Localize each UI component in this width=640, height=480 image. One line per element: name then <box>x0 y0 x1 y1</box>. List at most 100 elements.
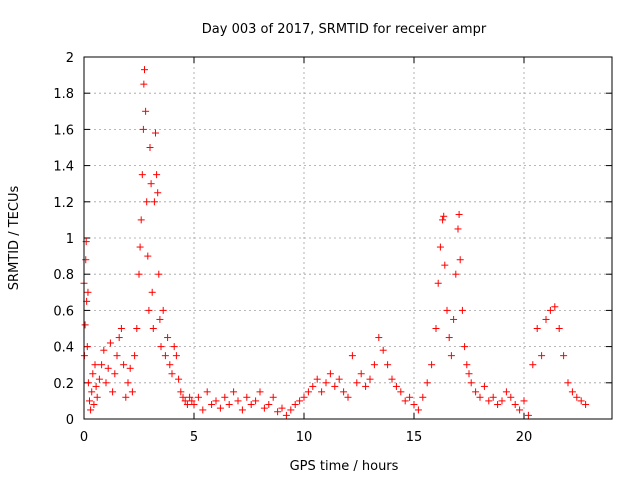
data-point <box>340 388 348 396</box>
data-point <box>458 306 466 314</box>
data-point <box>164 334 172 342</box>
data-point <box>461 343 469 351</box>
data-point <box>265 401 273 409</box>
y-tick-label: 2 <box>66 51 74 66</box>
data-point <box>454 225 462 233</box>
data-point <box>186 393 194 401</box>
data-point <box>573 393 581 401</box>
data-point <box>238 406 246 414</box>
data-point <box>291 401 299 409</box>
chart-title: Day 003 of 2017, SRMTID for receiver amp… <box>202 22 487 37</box>
data-point <box>353 379 361 387</box>
data-point <box>546 306 554 314</box>
data-point <box>472 388 480 396</box>
x-tick-label: 15 <box>406 430 423 445</box>
data-point <box>282 411 290 419</box>
data-point <box>304 388 312 396</box>
data-point <box>199 406 207 414</box>
y-tick-label: 0.8 <box>53 268 74 283</box>
data-point <box>128 388 136 396</box>
data-point <box>135 270 143 278</box>
data-point <box>98 361 106 369</box>
data-point <box>190 401 198 409</box>
data-point <box>511 401 519 409</box>
y-tick-label: 0.2 <box>53 377 74 392</box>
y-axis-label: SRMTID / TECUs <box>7 186 22 291</box>
data-point <box>159 306 167 314</box>
data-point <box>155 270 163 278</box>
data-point <box>82 256 90 264</box>
data-point <box>92 382 100 390</box>
data-point <box>140 80 148 88</box>
data-point <box>256 388 264 396</box>
data-point <box>88 388 96 396</box>
data-point <box>147 180 155 188</box>
data-point <box>366 375 374 383</box>
data-point <box>428 361 436 369</box>
data-point <box>143 198 151 206</box>
data-point <box>555 325 563 332</box>
data-point <box>100 346 108 354</box>
data-point <box>434 279 442 287</box>
data-point <box>318 388 326 396</box>
data-point <box>230 388 238 396</box>
data-point <box>520 397 528 405</box>
data-point <box>370 361 378 369</box>
grid-lines <box>84 57 612 419</box>
data-point <box>225 401 233 409</box>
data-point <box>335 375 343 383</box>
data-point <box>582 401 590 409</box>
data-point <box>485 397 493 405</box>
data-point <box>203 388 211 396</box>
data-point <box>577 397 585 405</box>
data-point <box>83 343 91 351</box>
data-point <box>456 256 464 264</box>
data-point <box>102 379 110 387</box>
axis-ticks: 00.20.40.60.811.21.41.61.820 5 10 15 20 <box>53 51 612 445</box>
data-point <box>113 352 121 360</box>
data-point <box>300 393 308 401</box>
data-point <box>183 401 191 409</box>
data-point <box>133 325 141 332</box>
data-point <box>212 397 220 405</box>
x-tick-label: 0 <box>80 430 88 445</box>
data-point <box>450 315 458 323</box>
data-point <box>156 315 164 323</box>
data-point <box>516 406 524 414</box>
data-point <box>388 375 396 383</box>
data-point <box>252 397 260 405</box>
data-point <box>93 393 101 401</box>
data-point <box>234 397 242 405</box>
data-point <box>84 288 92 296</box>
data-point <box>90 401 98 409</box>
data-point <box>122 393 130 401</box>
data-point <box>81 321 89 329</box>
data-point <box>309 382 317 390</box>
data-point <box>126 364 134 372</box>
data-point <box>115 334 123 342</box>
data-point <box>124 379 132 387</box>
data-point <box>344 393 352 401</box>
data-point <box>406 393 414 401</box>
data-point <box>414 406 422 414</box>
data-point <box>181 397 189 405</box>
data-point <box>455 210 463 218</box>
data-point <box>91 361 99 369</box>
data-point <box>152 129 159 137</box>
data-point <box>139 125 147 133</box>
data-point <box>117 325 125 332</box>
data-point <box>136 243 144 251</box>
data-point <box>278 404 286 412</box>
data-point <box>172 352 180 360</box>
data-point <box>375 334 383 342</box>
data-point <box>441 261 449 269</box>
data-point <box>322 379 330 387</box>
data-point <box>401 397 409 405</box>
data-point <box>208 401 216 409</box>
data-point <box>150 198 158 206</box>
data-point <box>109 388 117 396</box>
data-point <box>260 404 268 412</box>
data-point <box>221 393 229 401</box>
data-point <box>447 352 455 360</box>
data-points <box>80 66 590 419</box>
